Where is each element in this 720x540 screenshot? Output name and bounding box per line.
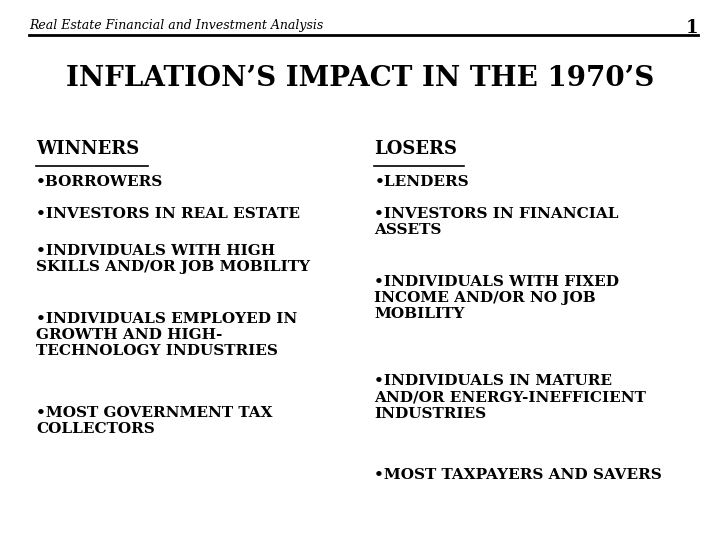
Text: WINNERS: WINNERS — [36, 140, 139, 158]
Text: Real Estate Financial and Investment Analysis: Real Estate Financial and Investment Ana… — [29, 19, 323, 32]
Text: •INDIVIDUALS WITH HIGH
SKILLS AND/OR JOB MOBILITY: •INDIVIDUALS WITH HIGH SKILLS AND/OR JOB… — [36, 244, 310, 274]
Text: 1: 1 — [686, 19, 698, 37]
Text: •INVESTORS IN REAL ESTATE: •INVESTORS IN REAL ESTATE — [36, 207, 300, 221]
Text: •INDIVIDUALS EMPLOYED IN
GROWTH AND HIGH-
TECHNOLOGY INDUSTRIES: •INDIVIDUALS EMPLOYED IN GROWTH AND HIGH… — [36, 312, 297, 358]
Text: LOSERS: LOSERS — [374, 140, 457, 158]
Text: INFLATION’S IMPACT IN THE 1970’S: INFLATION’S IMPACT IN THE 1970’S — [66, 65, 654, 92]
Text: •MOST TAXPAYERS AND SAVERS: •MOST TAXPAYERS AND SAVERS — [374, 468, 662, 482]
Text: •BORROWERS: •BORROWERS — [36, 176, 163, 190]
Text: •LENDERS: •LENDERS — [374, 176, 469, 190]
Text: •INDIVIDUALS IN MATURE
AND/OR ENERGY-INEFFICIENT
INDUSTRIES: •INDIVIDUALS IN MATURE AND/OR ENERGY-INE… — [374, 374, 647, 421]
Text: •MOST GOVERNMENT TAX
COLLECTORS: •MOST GOVERNMENT TAX COLLECTORS — [36, 406, 272, 436]
Text: •INVESTORS IN FINANCIAL
ASSETS: •INVESTORS IN FINANCIAL ASSETS — [374, 207, 619, 237]
Text: •INDIVIDUALS WITH FIXED
INCOME AND/OR NO JOB
MOBILITY: •INDIVIDUALS WITH FIXED INCOME AND/OR NO… — [374, 275, 619, 321]
